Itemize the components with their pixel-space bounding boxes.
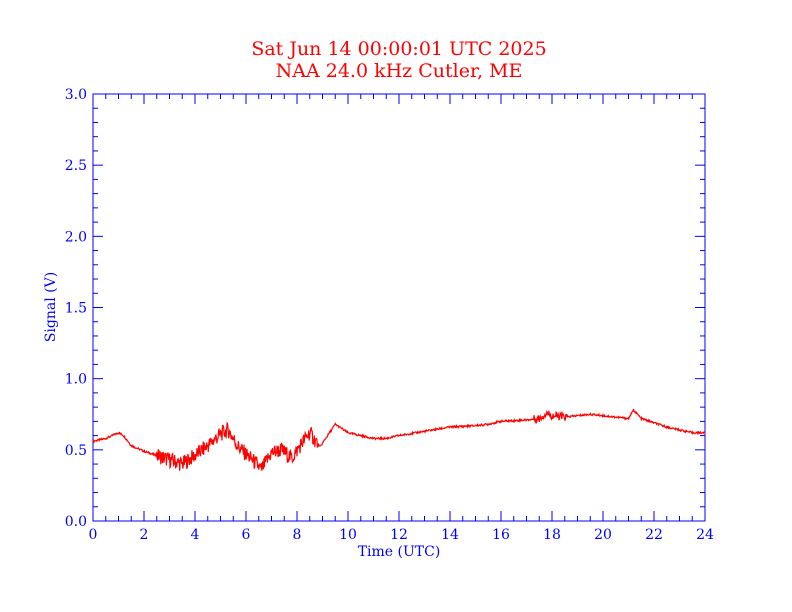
x-tick-label: 18 xyxy=(543,527,561,543)
y-tick-label: 1.0 xyxy=(65,372,87,388)
signal-series-line xyxy=(92,409,706,471)
x-tick-label: 8 xyxy=(293,527,302,543)
x-tick-label: 22 xyxy=(645,527,663,543)
y-tick-label: 2.0 xyxy=(65,229,87,245)
x-axis-title: Time (UTC) xyxy=(358,544,441,560)
x-tick-label: 6 xyxy=(242,527,251,543)
x-tick-label: 10 xyxy=(339,527,357,543)
chart-title: Sat Jun 14 00:00:01 UTC 2025 xyxy=(251,38,546,60)
x-tick-label: 16 xyxy=(492,527,510,543)
y-tick-label: 3.0 xyxy=(65,87,87,103)
x-tick-label: 24 xyxy=(696,527,714,543)
axis-ticks xyxy=(92,93,706,522)
x-tick-label: 20 xyxy=(594,527,612,543)
y-axis-title: Signal (V) xyxy=(43,272,59,342)
y-tick-label: 1.5 xyxy=(65,301,87,317)
y-tick-labels: 0.0 0.5 1.0 1.5 2.0 2.5 3.0 xyxy=(65,87,87,530)
y-tick-label: 0.5 xyxy=(65,443,87,459)
plot-frame xyxy=(92,93,706,522)
x-tick-labels: 0 2 4 6 8 10 12 14 16 18 20 22 24 xyxy=(89,527,714,543)
x-tick-label: 4 xyxy=(191,527,200,543)
y-tick-label: 2.5 xyxy=(65,158,87,174)
x-tick-label: 12 xyxy=(390,527,408,543)
x-tick-label: 0 xyxy=(89,527,98,543)
x-tick-label: 2 xyxy=(140,527,149,543)
x-tick-label: 14 xyxy=(441,527,459,543)
chart-subtitle: NAA 24.0 kHz Cutler, ME xyxy=(276,60,523,82)
y-tick-label: 0.0 xyxy=(65,514,87,530)
